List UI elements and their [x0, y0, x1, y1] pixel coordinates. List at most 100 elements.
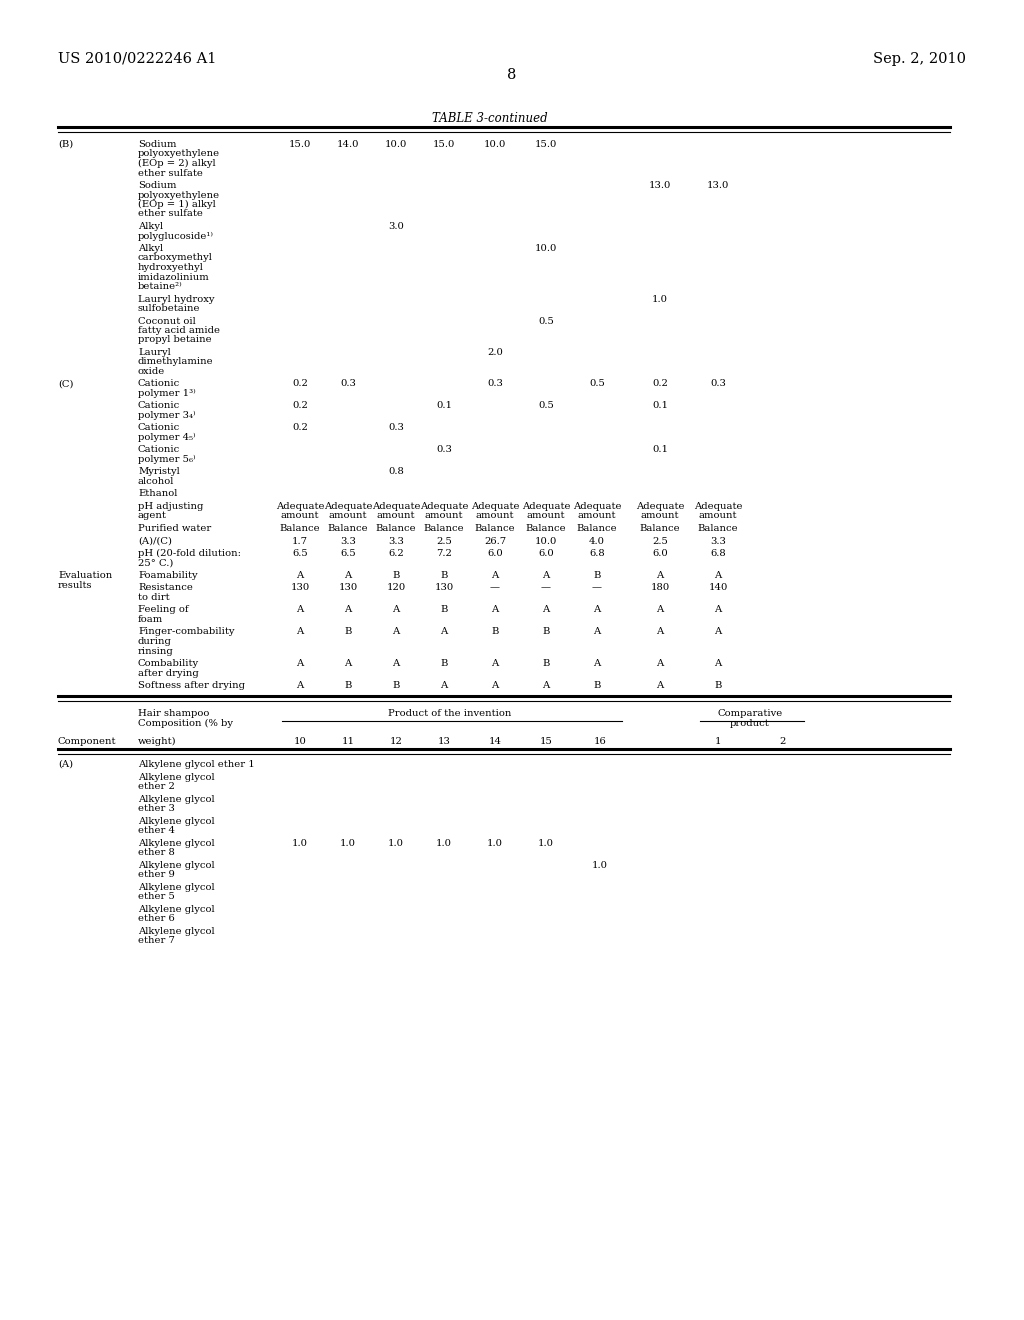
Text: —: —	[541, 583, 551, 593]
Text: 15.0: 15.0	[289, 140, 311, 149]
Text: Sodium: Sodium	[138, 181, 176, 190]
Text: A: A	[440, 627, 447, 636]
Text: 1.0: 1.0	[487, 838, 503, 847]
Text: A: A	[543, 606, 550, 615]
Text: 3.3: 3.3	[710, 536, 726, 545]
Text: 1.0: 1.0	[592, 861, 608, 870]
Text: (B): (B)	[58, 140, 74, 149]
Text: ether 7: ether 7	[138, 936, 175, 945]
Text: Cationic: Cationic	[138, 446, 180, 454]
Text: 2.5: 2.5	[652, 536, 668, 545]
Text: polyglucoside¹⁾: polyglucoside¹⁾	[138, 231, 214, 240]
Text: A: A	[543, 572, 550, 579]
Text: Alkylene glycol: Alkylene glycol	[138, 927, 215, 936]
Text: B: B	[392, 681, 399, 690]
Text: 11: 11	[341, 737, 354, 746]
Text: Sep. 2, 2010: Sep. 2, 2010	[873, 51, 966, 66]
Text: 6.0: 6.0	[539, 549, 554, 558]
Text: Balance: Balance	[640, 524, 680, 533]
Text: Alkylene glycol: Alkylene glycol	[138, 904, 215, 913]
Text: Alkylene glycol ether 1: Alkylene glycol ether 1	[138, 760, 255, 770]
Text: Cationic: Cationic	[138, 424, 180, 433]
Text: 26.7: 26.7	[484, 536, 506, 545]
Text: B: B	[543, 627, 550, 636]
Text: Resistance: Resistance	[138, 583, 193, 593]
Text: 2: 2	[779, 737, 785, 746]
Text: Evaluation: Evaluation	[58, 572, 113, 579]
Text: 0.5: 0.5	[538, 317, 554, 326]
Text: 4.0: 4.0	[589, 536, 605, 545]
Text: Softness after drying: Softness after drying	[138, 681, 245, 690]
Text: 15: 15	[540, 737, 552, 746]
Text: —: —	[490, 583, 500, 593]
Text: during: during	[138, 638, 172, 645]
Text: ether 8: ether 8	[138, 847, 175, 857]
Text: propyl betaine: propyl betaine	[138, 335, 212, 345]
Text: A: A	[715, 606, 722, 615]
Text: foam: foam	[138, 615, 163, 624]
Text: B: B	[543, 659, 550, 668]
Text: hydroxyethyl: hydroxyethyl	[138, 263, 204, 272]
Text: A: A	[344, 572, 351, 579]
Text: Adequate: Adequate	[324, 502, 373, 511]
Text: A: A	[392, 659, 399, 668]
Text: ether 4: ether 4	[138, 826, 175, 836]
Text: ether sulfate: ether sulfate	[138, 210, 203, 219]
Text: A: A	[344, 659, 351, 668]
Text: amount: amount	[698, 511, 737, 520]
Text: Alkyl: Alkyl	[138, 222, 163, 231]
Text: Alkylene glycol: Alkylene glycol	[138, 795, 215, 804]
Text: amount: amount	[281, 511, 319, 520]
Text: 14.0: 14.0	[337, 140, 359, 149]
Text: ether 5: ether 5	[138, 892, 175, 902]
Text: 0.1: 0.1	[652, 446, 668, 454]
Text: 140: 140	[709, 583, 728, 593]
Text: A: A	[296, 606, 304, 615]
Text: 1.0: 1.0	[292, 838, 308, 847]
Text: A: A	[593, 627, 601, 636]
Text: —: —	[592, 583, 602, 593]
Text: A: A	[492, 659, 499, 668]
Text: Lauryl hydroxy: Lauryl hydroxy	[138, 294, 214, 304]
Text: 0.5: 0.5	[538, 401, 554, 411]
Text: 0.2: 0.2	[652, 380, 668, 388]
Text: Adequate: Adequate	[420, 502, 468, 511]
Text: 13.0: 13.0	[707, 181, 729, 190]
Text: Alkylene glycol: Alkylene glycol	[138, 861, 215, 870]
Text: A: A	[656, 627, 664, 636]
Text: Finger-combability: Finger-combability	[138, 627, 234, 636]
Text: oxide: oxide	[138, 367, 165, 376]
Text: amount: amount	[476, 511, 514, 520]
Text: 0.3: 0.3	[340, 380, 356, 388]
Text: Cationic: Cationic	[138, 401, 180, 411]
Text: 1: 1	[715, 737, 721, 746]
Text: Balance: Balance	[376, 524, 417, 533]
Text: 10: 10	[294, 737, 306, 746]
Text: Cationic: Cationic	[138, 380, 180, 388]
Text: polymer 1³⁾: polymer 1³⁾	[138, 389, 196, 399]
Text: A: A	[715, 659, 722, 668]
Text: A: A	[656, 681, 664, 690]
Text: after drying: after drying	[138, 668, 199, 677]
Text: 0.2: 0.2	[292, 380, 308, 388]
Text: polymer 5₆⁾: polymer 5₆⁾	[138, 455, 196, 465]
Text: Composition (% by: Composition (% by	[138, 719, 233, 729]
Text: Combability: Combability	[138, 659, 199, 668]
Text: carboxymethyl: carboxymethyl	[138, 253, 213, 263]
Text: ether sulfate: ether sulfate	[138, 169, 203, 177]
Text: A: A	[296, 681, 304, 690]
Text: Balance: Balance	[424, 524, 464, 533]
Text: polymer 4₅⁾: polymer 4₅⁾	[138, 433, 196, 442]
Text: 6.5: 6.5	[340, 549, 356, 558]
Text: A: A	[656, 572, 664, 579]
Text: Adequate: Adequate	[636, 502, 684, 511]
Text: ether 2: ether 2	[138, 781, 175, 791]
Text: 8: 8	[507, 69, 517, 82]
Text: Lauryl: Lauryl	[138, 348, 171, 356]
Text: Coconut oil: Coconut oil	[138, 317, 196, 326]
Text: 1.0: 1.0	[388, 838, 404, 847]
Text: A: A	[593, 659, 601, 668]
Text: 1.0: 1.0	[340, 838, 356, 847]
Text: Alkylene glycol: Alkylene glycol	[138, 838, 215, 847]
Text: 130: 130	[291, 583, 309, 593]
